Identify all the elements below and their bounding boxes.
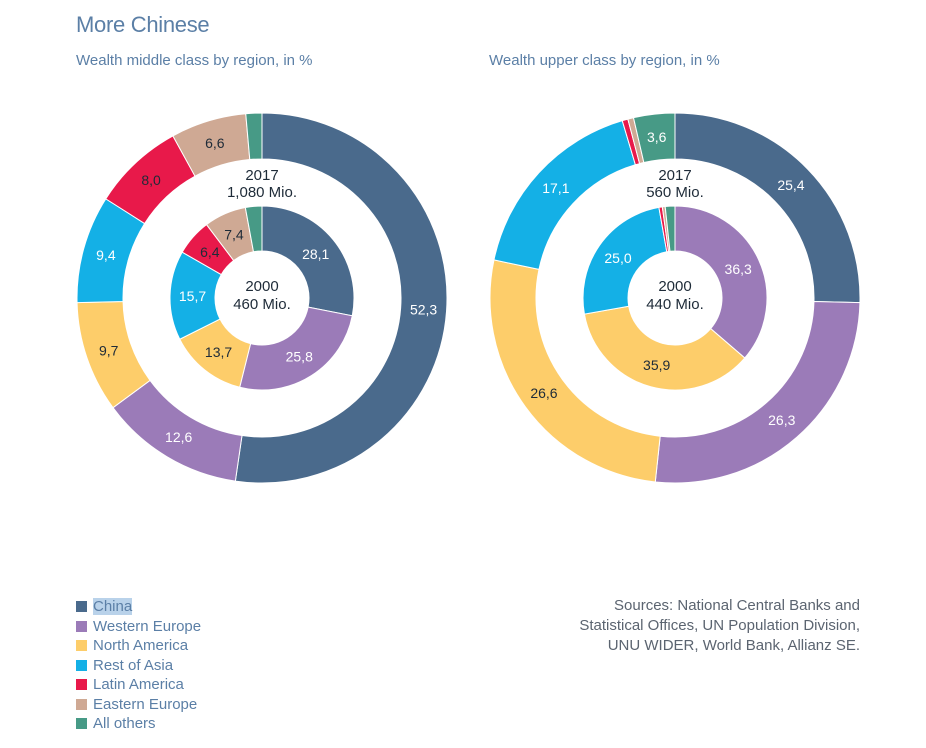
legend-swatch — [76, 659, 87, 671]
legend-item-eastern-europe: Eastern Europe — [76, 695, 201, 715]
slice-2000-all-others — [244, 205, 263, 253]
sources-note: Sources: National Central Banks and Stat… — [540, 596, 860, 656]
legend-swatch — [76, 698, 87, 710]
slice-value-label: 26,6 — [530, 385, 557, 401]
slice-value-label: 7,4 — [224, 226, 244, 242]
slice-2000-all-others — [664, 205, 676, 252]
legend-swatch — [76, 679, 87, 691]
ring-year-label: 2017 — [658, 167, 691, 184]
legend-label: Latin America — [93, 676, 184, 694]
slice-2000-western-europe — [239, 306, 353, 391]
slice-value-label: 17,1 — [542, 180, 569, 196]
ring-total-label: 440 Mio. — [646, 296, 704, 313]
legend-item-latin-america: Latin America — [76, 675, 201, 695]
legend: China Western Europe North America Rest … — [76, 597, 201, 734]
chart-title-upper-class: Wealth upper class by region, in % — [489, 52, 720, 69]
legend-item-china: China — [76, 597, 201, 617]
slice-value-label: 9,4 — [96, 247, 116, 263]
legend-label: Rest of Asia — [93, 656, 174, 674]
ring-year-label: 2000 — [658, 278, 691, 295]
legend-label: Western Europe — [93, 617, 202, 635]
chart-title-middle-class: Wealth middle class by region, in % — [76, 52, 313, 69]
ring-total-label: 1,080 Mio. — [227, 184, 297, 201]
legend-item-western-europe: Western Europe — [76, 617, 201, 637]
slice-value-label: 8,0 — [141, 172, 161, 188]
slice-value-label: 25,4 — [777, 177, 804, 193]
slice-2000-western-europe — [674, 205, 768, 359]
slice-2017-china — [674, 112, 861, 304]
slice-value-label: 6,4 — [200, 244, 220, 260]
slice-value-label: 9,7 — [99, 342, 119, 358]
slice-2000-china — [261, 205, 355, 317]
slice-value-label: 52,3 — [410, 302, 437, 318]
slice-2017-china — [234, 112, 448, 484]
legend-label: Eastern Europe — [93, 695, 198, 713]
legend-label: China — [93, 598, 133, 616]
slice-value-label: 25,8 — [286, 349, 313, 365]
slice-2017-all-others — [245, 112, 263, 161]
sources-line: Statistical Offices, UN Population Divis… — [579, 617, 860, 634]
ring-year-label: 2017 — [245, 167, 278, 184]
slice-value-label: 12,6 — [165, 429, 192, 445]
slice-value-label: 28,1 — [302, 246, 329, 262]
ring-year-label: 2000 — [245, 278, 278, 295]
legend-item-rest-of-asia: Rest of Asia — [76, 656, 201, 676]
slice-2000-north-america — [583, 305, 746, 391]
ring-total-label: 560 Mio. — [646, 184, 704, 201]
slice-2017-all-others — [632, 112, 676, 164]
sources-line: Sources: National Central Banks and — [614, 597, 860, 614]
slice-value-label: 6,6 — [205, 135, 225, 151]
slice-value-label: 36,3 — [725, 261, 752, 277]
sources-line: UNU WIDER, World Bank, Allianz SE. — [607, 637, 860, 654]
slice-value-label: 25,0 — [604, 250, 631, 266]
slice-value-label: 15,7 — [179, 288, 206, 304]
slice-2000-rest-of-asia — [582, 206, 668, 315]
legend-swatch — [76, 620, 87, 632]
legend-label: North America — [93, 637, 189, 655]
legend-swatch — [76, 718, 87, 730]
legend-swatch — [76, 640, 87, 652]
legend-item-all-others: All others — [76, 714, 201, 734]
legend-item-north-america: North America — [76, 636, 201, 656]
slice-value-label: 26,3 — [768, 412, 795, 428]
slice-value-label: 3,6 — [647, 129, 667, 145]
legend-swatch — [76, 601, 87, 613]
page-title: More Chinese — [76, 12, 210, 37]
legend-label: All others — [93, 715, 156, 733]
slice-value-label: 13,7 — [205, 344, 232, 360]
slice-value-label: 35,9 — [643, 357, 670, 373]
ring-total-label: 460 Mio. — [233, 296, 291, 313]
